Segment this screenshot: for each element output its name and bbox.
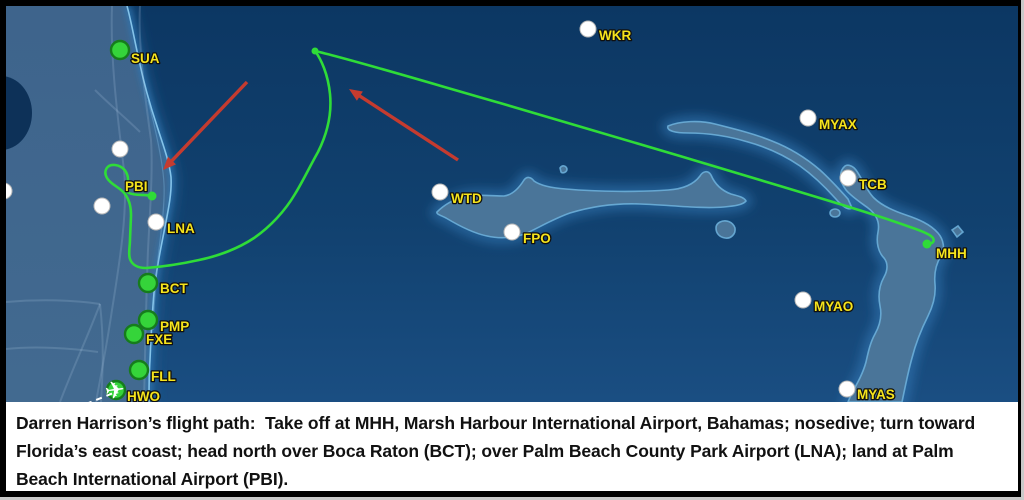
airport-label-pmp: PMP xyxy=(160,319,189,334)
annotation-arrows xyxy=(163,80,459,170)
white-airport-dot xyxy=(799,109,817,127)
green-airport-dot xyxy=(137,272,159,294)
airport-markers: SUA WKR MYAX TCB WTD FPO MYAO MYAS MHH PBI LNA BCT P… xyxy=(6,20,968,402)
unlabeled-airport-dot xyxy=(6,182,13,200)
flight-path xyxy=(104,49,935,270)
red-arrow-head xyxy=(349,89,363,101)
airplane-position: ✈ xyxy=(88,376,127,402)
florida-coastline xyxy=(126,6,172,402)
airport-label-pbi: PBI xyxy=(125,179,148,194)
small-green-endpoint-dot xyxy=(147,191,157,201)
white-airport-dot xyxy=(838,380,856,398)
flight-path-descent-loop-leg xyxy=(104,49,332,270)
airplane-icon: ✈ xyxy=(103,376,127,402)
red-arrow-shaft xyxy=(168,80,249,164)
small-green-endpoint-dot xyxy=(922,239,932,249)
airport-label-fll: FLL xyxy=(151,369,176,384)
intracoastal-line xyxy=(147,99,165,331)
airport-label-tcb: TCB xyxy=(859,177,887,192)
airport-label-mhh: MHH xyxy=(936,246,967,261)
airplane-trail xyxy=(88,391,117,402)
airport-marker-tcb: TCB xyxy=(839,169,888,193)
airport-marker-bct: BCT xyxy=(137,272,190,297)
white-airport-dot xyxy=(431,183,449,201)
flight-map: SUA WKR MYAX TCB WTD FPO MYAO MYAS MHH PBI LNA BCT P… xyxy=(6,6,1018,402)
flight-path-cruise-leg xyxy=(313,49,935,246)
grand-bahama-island xyxy=(436,170,747,239)
small-cay xyxy=(559,165,568,174)
airport-label-fpo: FPO xyxy=(523,231,551,246)
red-arrow-head xyxy=(163,156,176,170)
airport-label-myas: MYAS xyxy=(857,387,895,402)
airport-label-fxe: FXE xyxy=(146,332,172,347)
airport-marker-lna: LNA xyxy=(147,213,196,237)
airport-label-myax: MYAX xyxy=(819,117,857,132)
airport-label-lna: LNA xyxy=(167,221,195,236)
airport-marker-myao: MYAO xyxy=(794,291,855,315)
flight-path-nodes xyxy=(311,47,319,55)
flight-path-node xyxy=(311,47,319,55)
caption-text: Darren Harrison’s flight path: Take off … xyxy=(16,413,980,489)
florida-landmass xyxy=(6,6,181,402)
green-airport-dot xyxy=(128,359,150,381)
caption-bar: Darren Harrison’s flight path: Take off … xyxy=(6,402,1018,491)
small-cay xyxy=(950,224,965,239)
airport-marker-fxe: FXE xyxy=(123,323,174,348)
airport-marker-fll: FLL xyxy=(128,359,177,385)
airport-label-wkr: WKR xyxy=(599,28,631,43)
map-canvas: SUA WKR MYAX TCB WTD FPO MYAO MYAS MHH PBI LNA BCT P… xyxy=(6,6,1018,402)
edge-strip xyxy=(0,497,1024,500)
red-arrow-shaft xyxy=(356,93,459,162)
roads xyxy=(6,6,153,402)
small-cay xyxy=(829,208,841,218)
white-airport-dot xyxy=(503,223,521,241)
airport-marker-wtd: WTD xyxy=(431,183,483,207)
edge-strip xyxy=(1021,0,1024,500)
airport-marker-fpo: FPO xyxy=(503,223,552,247)
green-airport-dot xyxy=(123,323,145,345)
lake-okeechobee xyxy=(6,76,32,150)
airport-marker-pbi: PBI xyxy=(124,178,157,201)
white-airport-dot xyxy=(147,213,165,231)
bahamas-islands xyxy=(430,115,965,402)
airport-marker-myas: MYAS xyxy=(838,380,896,402)
unlabeled-airport-dot xyxy=(93,197,111,215)
airport-label-myao: MYAO xyxy=(814,299,853,314)
airport-marker-pmp: PMP xyxy=(137,309,191,335)
airport-label-sua: SUA xyxy=(131,51,160,66)
airport-label-bct: BCT xyxy=(160,281,188,296)
airport-label-wtd: WTD xyxy=(451,191,482,206)
white-airport-dot xyxy=(794,291,812,309)
small-cay xyxy=(715,220,736,239)
white-airport-dot xyxy=(579,20,597,38)
green-airport-dot xyxy=(109,39,131,61)
airport-marker-sua: SUA xyxy=(109,39,161,67)
airport-marker-myax: MYAX xyxy=(799,109,858,133)
green-airport-dot xyxy=(137,309,159,331)
great-abaco-island xyxy=(839,164,945,402)
little-abaco-island xyxy=(666,120,853,210)
airport-marker-mhh: MHH xyxy=(922,239,968,262)
white-airport-dot xyxy=(839,169,857,187)
airport-marker-wkr: WKR xyxy=(579,20,633,44)
airport-label-hwo: HWO xyxy=(127,389,160,402)
unlabeled-airport-dot xyxy=(111,140,129,158)
